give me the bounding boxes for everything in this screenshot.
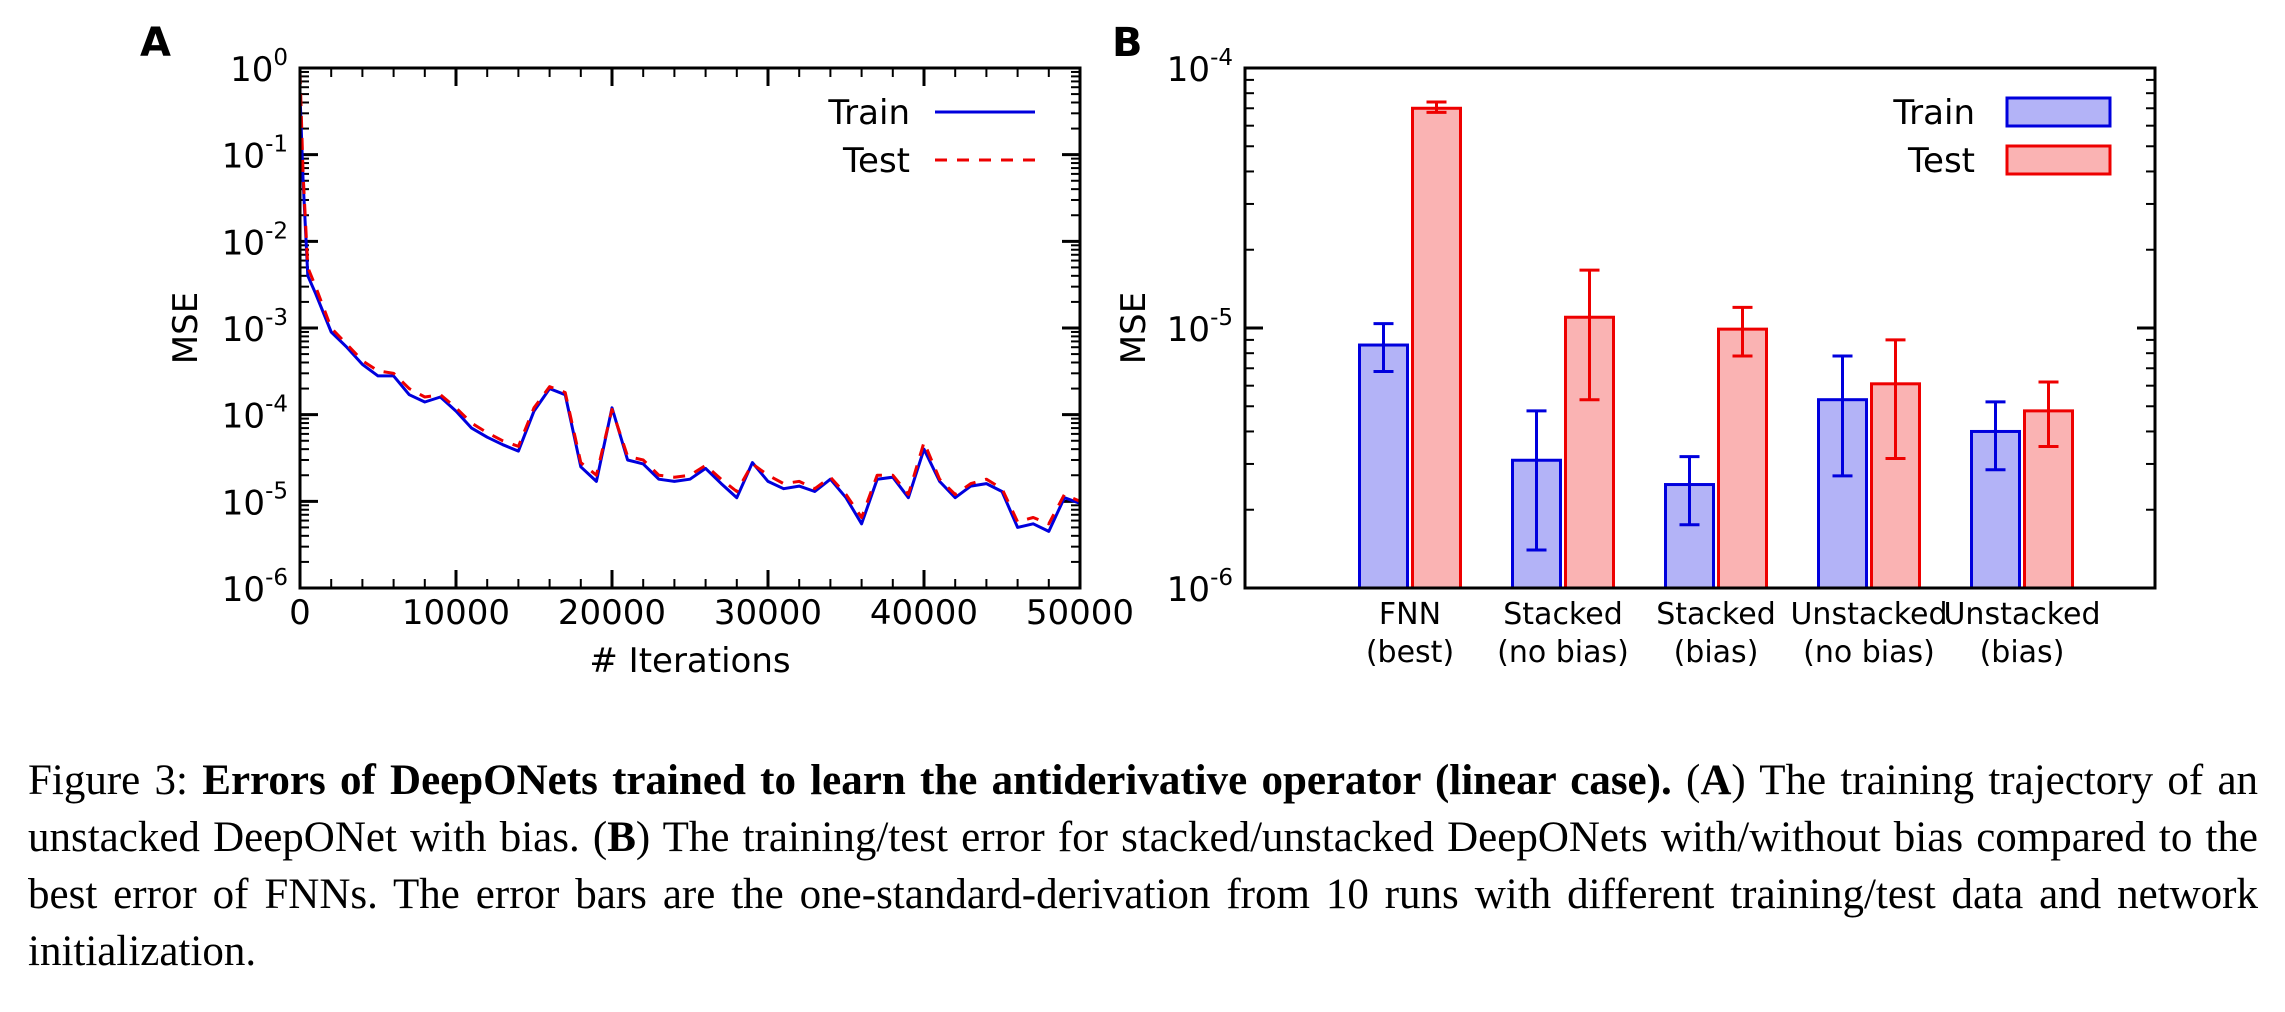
- panel-a-y-tick-base: 10: [230, 50, 273, 90]
- caption-text-b: ) The training/test error for stacked/un…: [28, 814, 2259, 975]
- caption-text-a: ) The training trajectory of an unstacke…: [28, 757, 2259, 861]
- panel-b-y-tick-exponent: -4: [1210, 45, 1233, 71]
- panel-b-x-tick-line: (best): [1366, 635, 1454, 670]
- panel-a-y-tick-exponent: -5: [265, 478, 288, 504]
- panel-b-legend-test-swatch: [2005, 144, 2112, 176]
- caption-title: Errors of DeepONets trained to learn the…: [202, 757, 1672, 804]
- panel-b-y-tick-label: 10-6: [1167, 565, 1233, 610]
- panel-b-x-tick-label: Stacked (bias): [1656, 597, 1776, 670]
- panel-a-y-tick-base: 10: [222, 310, 265, 350]
- panel-b-bars: [1358, 100, 2074, 590]
- panel-b-frame: [1243, 66, 2157, 590]
- panel-b-y-tick-base: 10: [1167, 50, 1210, 90]
- panel-a-legend: Train Test: [827, 93, 1035, 181]
- panel-a-x-tick-label: 10000: [402, 593, 510, 633]
- panel-a-y-tick-exponent: -3: [265, 305, 288, 331]
- panel-a-y-tick-exponent: -2: [265, 218, 288, 244]
- panel-a-series-test: [298, 71, 1081, 526]
- panel-a-y-tick-label: 10-6: [222, 565, 288, 610]
- panel-b-y-tick-exponent: -6: [1210, 565, 1233, 591]
- panel-b-x-tick-line: (bias): [1674, 635, 1759, 670]
- panel-a-y-tick-exponent: -6: [265, 565, 288, 591]
- panel-a-legend-test-label: Test: [842, 141, 910, 181]
- panel-b-x-tick-label: Unstacked (no bias): [1790, 597, 1947, 670]
- panel-a-frame: [298, 66, 1082, 590]
- panel-a-x-tick-label: 40000: [870, 593, 978, 633]
- panel-b-y-tick-base: 10: [1167, 570, 1210, 610]
- panel-a-y-tick-label: 10-3: [222, 305, 288, 350]
- panel-a-y-tick-base: 10: [222, 483, 265, 523]
- panel-b-y-axis-label: MSE: [1114, 292, 1154, 364]
- panel-b-x-tick-line: Unstacked: [1790, 597, 1947, 632]
- panel-a-x-axis-label: # Iterations: [589, 641, 790, 681]
- panel-a-y-tick-label: 10-2: [222, 218, 288, 263]
- panel-a-x-tick-label: 30000: [714, 593, 822, 633]
- panel-b-x-tick-line: FNN: [1379, 597, 1441, 632]
- panel-a-y-tick-base: 10: [222, 223, 265, 263]
- panel-b-x-tick-labels: FNN (best)Stacked (no bias)Stacked (bias)Un…: [1366, 597, 2101, 670]
- panel-a-y-tick-base: 10: [222, 137, 265, 177]
- panel-b-x-tick-line: Unstacked: [1943, 597, 2100, 632]
- panel-a-axes: [298, 66, 1082, 590]
- panel-b-bar-train: [1358, 343, 1409, 590]
- panel-a-x-tick-label: 20000: [558, 593, 666, 633]
- panel-b-bar-test: [1411, 106, 1462, 590]
- panel-a-y-tick-label: 100: [230, 45, 288, 90]
- panel-b-y-tick-labels: 10-410-510-6: [1167, 45, 1233, 610]
- panel-b-legend-train-label: Train: [1892, 93, 1975, 133]
- panel-a-y-tick-label: 10-4: [222, 392, 288, 437]
- panel-b-legend-test-label: Test: [1907, 141, 1975, 181]
- panel-a-y-tick-base: 10: [222, 397, 265, 437]
- panel-b-y-tick-exponent: -5: [1210, 305, 1233, 331]
- caption-open-paren-a: (: [1686, 757, 1701, 804]
- panel-a-y-tick-exponent: -1: [265, 132, 288, 158]
- panel-b-x-tick-line: Stacked: [1503, 597, 1623, 632]
- panel-a-series: [298, 71, 1081, 533]
- panel-a-y-tick-label: 10-5: [222, 478, 288, 523]
- panel-a-y-tick-exponent: 0: [273, 45, 288, 71]
- panel-a-y-tick-base: 10: [222, 570, 265, 610]
- panel-b-y-tick-label: 10-5: [1167, 305, 1233, 350]
- panel-a-y-tick-exponent: -4: [265, 392, 288, 418]
- panel-b-x-tick-line: (bias): [1980, 635, 2065, 670]
- caption-figure-label: Figure 3:: [28, 757, 188, 804]
- panel-b-legend-train-swatch: [2005, 96, 2112, 128]
- panel-b-y-tick-base: 10: [1167, 310, 1210, 350]
- caption-label-a: A: [1700, 757, 1732, 804]
- caption-label-b: B: [607, 814, 636, 861]
- panel-b-x-tick-label: FNN (best): [1366, 597, 1454, 670]
- panel-a-x-tick-labels: 0 10000 20000 30000 40000 50000: [289, 593, 1134, 633]
- panel-b-x-tick-label: Stacked (no bias): [1497, 597, 1629, 670]
- panel-b-x-tick-line: (no bias): [1497, 635, 1629, 670]
- panel-b-legend: Train Test: [1892, 93, 2112, 181]
- figure-caption: Figure 3: Errors of DeepONets trained to…: [28, 752, 2258, 980]
- panel-b-x-tick-line: (no bias): [1803, 635, 1935, 670]
- panel-a-series-train: [298, 94, 1081, 533]
- panel-a-legend-train-label: Train: [827, 93, 910, 133]
- panel-a-y-tick-label: 10-1: [222, 132, 288, 177]
- panel-b-bar-test: [1717, 327, 1768, 590]
- panel-b-x-tick-label: Unstacked (bias): [1943, 597, 2100, 670]
- caption-open-paren-b: (: [592, 814, 608, 861]
- panel-b-x-tick-line: Stacked: [1656, 597, 1776, 632]
- panel-label-a: A: [140, 20, 171, 66]
- panel-b-y-tick-label: 10-4: [1167, 45, 1233, 90]
- panel-b-bar-chart: B 10-410-510-6 FNN (best)Stacked (no bias)…: [1112, 20, 2157, 670]
- panel-a-x-tick-label: 0: [289, 593, 311, 633]
- panel-label-b: B: [1112, 20, 1143, 66]
- panel-a-y-axis-label: MSE: [166, 292, 206, 364]
- panel-a-x-tick-label: 50000: [1026, 593, 1134, 633]
